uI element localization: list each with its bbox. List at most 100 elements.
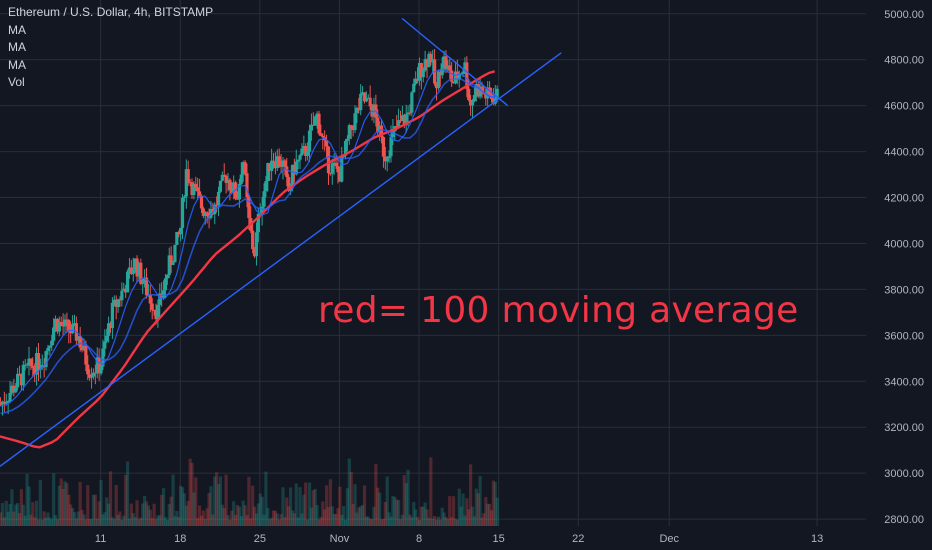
candle-body	[139, 262, 143, 284]
candle-body	[103, 341, 107, 349]
volume-bar	[381, 519, 386, 526]
candle-body	[317, 113, 321, 134]
volume-bar	[16, 503, 20, 526]
candle-body	[78, 336, 82, 348]
volume-bar	[467, 509, 471, 526]
volume-bar	[201, 510, 205, 526]
volume-bar	[74, 518, 78, 526]
candle-body	[431, 59, 435, 63]
volume-bar	[57, 485, 61, 526]
candle-body	[414, 78, 418, 84]
candle-body	[476, 84, 480, 97]
candle-body	[283, 160, 287, 167]
volume-bar	[317, 519, 321, 526]
candle-body	[122, 288, 126, 291]
volume-bar	[42, 511, 46, 526]
candle-body	[237, 183, 241, 200]
legend-ma-2[interactable]: MA	[8, 40, 26, 54]
volume-bar	[486, 503, 490, 526]
volume-bar	[300, 513, 304, 526]
volume-bar	[10, 489, 14, 526]
volume-bar	[474, 488, 478, 526]
candle-body	[40, 364, 44, 368]
volume-bar	[277, 519, 281, 526]
candle-body	[311, 124, 315, 126]
volume-bar	[38, 479, 42, 526]
candle-body	[65, 319, 69, 321]
volume-bar	[450, 517, 454, 526]
legend-vol[interactable]: Vol	[8, 75, 25, 89]
volume-bar	[0, 503, 5, 526]
volume-bar	[347, 458, 351, 526]
candle-body	[114, 299, 118, 308]
volume-bar	[95, 518, 99, 526]
volume-bar	[410, 517, 414, 526]
candle-body	[57, 322, 61, 332]
candle-body	[408, 112, 412, 114]
volume-bar	[55, 519, 60, 526]
candle-body	[131, 269, 135, 275]
volume-bar	[415, 516, 420, 526]
x-tick-label: 15	[493, 533, 505, 545]
grid-lines	[0, 0, 866, 526]
candle-body	[425, 59, 429, 67]
candle-body	[14, 387, 18, 393]
candle-body	[402, 115, 406, 125]
candle-body	[332, 162, 336, 164]
volume-bar	[429, 457, 433, 526]
volume-bar	[27, 486, 31, 526]
candle-body	[199, 196, 204, 209]
volume-bar	[14, 504, 18, 526]
volume-bar	[4, 500, 8, 526]
legend-ma-1[interactable]: MA	[8, 22, 26, 37]
candle-body	[59, 322, 63, 325]
candle-body	[281, 160, 285, 167]
volume-bar	[309, 507, 314, 526]
volume-bar	[472, 516, 477, 526]
candle-body	[319, 133, 323, 136]
candle-body	[296, 159, 300, 162]
volume-bar	[46, 512, 50, 526]
x-tick-label: 11	[95, 533, 106, 545]
volume-bar	[463, 515, 467, 526]
candle-body	[247, 197, 251, 219]
candle-body	[421, 70, 425, 78]
volume-bar	[469, 464, 473, 526]
candle-body	[16, 373, 20, 388]
candle-body	[463, 62, 467, 72]
candle-body	[167, 255, 171, 276]
candle-body	[245, 173, 249, 198]
candle-body	[391, 131, 395, 138]
candle-body	[372, 104, 376, 117]
candle-body	[360, 92, 365, 94]
candle-body	[203, 212, 207, 216]
ma-fast-line	[0, 68, 496, 408]
volume-bar	[101, 514, 105, 526]
candle-body	[465, 62, 469, 89]
candle-body	[201, 208, 205, 216]
volume-bar	[387, 512, 391, 526]
candle-body	[436, 71, 441, 89]
candle-body	[67, 320, 71, 332]
volume-bar	[243, 505, 247, 526]
volume-bar	[264, 471, 268, 526]
candle-body	[395, 126, 399, 128]
candle-body	[338, 172, 342, 182]
candle-body	[6, 400, 10, 403]
candlesticks	[0, 48, 499, 416]
volume-bar	[205, 508, 209, 526]
candle-body	[165, 275, 169, 279]
volume-bar	[88, 519, 92, 526]
volume-bar	[313, 488, 317, 526]
candle-body	[110, 302, 114, 328]
candle-body	[381, 136, 386, 157]
legend-ma-3[interactable]: MA	[8, 57, 26, 72]
symbol-title[interactable]: Ethereum / U.S. Dollar, 4h, BITSTAMP	[8, 5, 214, 19]
candle-body	[148, 294, 152, 304]
candle-body	[417, 63, 422, 81]
volume-bar	[150, 518, 154, 526]
volume-bar	[340, 514, 344, 526]
volume-bar	[86, 485, 90, 526]
